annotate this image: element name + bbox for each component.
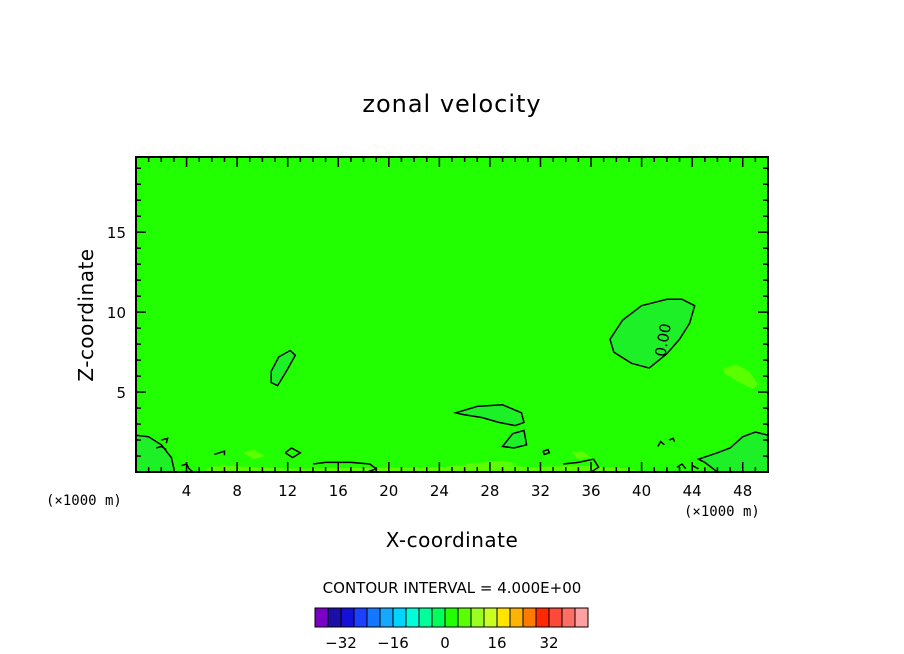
colorbar-tick-label: 0 [440, 634, 450, 652]
contour-line-9 [542, 448, 551, 456]
contour-lines [155, 437, 699, 473]
colorbar-swatch [483, 607, 498, 628]
contour-line-7 [676, 463, 687, 470]
plot-area [135, 157, 769, 473]
colorbar-swatch [457, 607, 472, 628]
colorbar-swatch [405, 607, 420, 628]
y-tick-label: 5 [116, 384, 126, 402]
x-tick-label: 8 [232, 482, 242, 500]
colorbar-swatch [509, 607, 524, 628]
colorbar-swatch [496, 607, 511, 628]
colorbar-tick-label: 32 [539, 634, 558, 652]
x-tick-label: 32 [531, 482, 550, 500]
x-tick-label: 12 [278, 482, 297, 500]
y-axis-ticks: 5 10 15 [107, 167, 768, 457]
region-upper-right-zero-zone [609, 298, 696, 369]
light-patch-0 [243, 449, 265, 460]
region-wedge-28 [452, 404, 525, 427]
light-patch-1 [572, 451, 591, 460]
contour-line-0 [284, 447, 302, 459]
x-unit-left: (×1000 m) [46, 493, 122, 509]
region-bottom-band [205, 462, 642, 472]
colorbar-swatch [379, 607, 394, 628]
colorbar-swatch [548, 607, 563, 628]
contour-line-6 [669, 437, 676, 442]
chart-title: zonal velocity [362, 90, 541, 118]
x-axis-label: X-coordinate [386, 528, 519, 552]
contour-line-8 [691, 464, 699, 470]
colorbar-swatch [327, 607, 342, 628]
contour-line-5 [657, 440, 665, 447]
x-axis-ticks: 4 8 12 16 20 24 28 32 36 40 44 48 [147, 157, 757, 500]
y-tick-label: 10 [107, 304, 126, 322]
colorbar [314, 607, 589, 628]
colorbar-tick-label: −32 [325, 634, 357, 652]
x-tick-label: 20 [379, 482, 398, 500]
colorbar-swatch [314, 607, 329, 628]
colorbar-swatch [535, 607, 550, 628]
x-tick-label: 4 [182, 482, 192, 500]
contour-line-3 [181, 463, 194, 473]
colorbar-swatch [353, 607, 368, 628]
x-tick-label: 28 [480, 482, 499, 500]
region-blob-30 [501, 429, 528, 449]
colorbar-swatch [392, 607, 407, 628]
colorbar-swatch [522, 607, 537, 628]
colorbar-tick-label: −16 [377, 634, 409, 652]
region-lower-right-zone [696, 431, 769, 473]
colorbar-ticks: −32 −16 0 16 32 [325, 634, 558, 652]
x-unit-right: (×1000 m) [684, 504, 760, 520]
region-right-edge-lobe [723, 364, 758, 389]
contour-line-1 [214, 450, 226, 456]
colorbar-swatch [470, 607, 485, 628]
colorbar-swatch [340, 607, 355, 628]
colorbar-tick-label: 16 [487, 634, 506, 652]
colorbar-swatch [444, 607, 459, 628]
region-mid-left-lobe [270, 349, 297, 387]
colorbar-swatch [574, 607, 589, 628]
colorbar-swatch [366, 607, 381, 628]
contour-interval-label: CONTOUR INTERVAL = 4.000E+00 [323, 579, 582, 597]
contour-line-4 [563, 458, 600, 473]
x-tick-label: 36 [581, 482, 600, 500]
contour-line-10 [155, 445, 167, 451]
x-tick-label: 16 [329, 482, 348, 500]
contour-line-2 [312, 461, 378, 473]
contour-value-label: 0.00 [651, 322, 675, 358]
y-tick-label: 15 [107, 224, 126, 242]
colorbar-swatch [431, 607, 446, 628]
x-tick-label: 48 [733, 482, 752, 500]
contour-line-11 [161, 437, 169, 444]
y-axis-label: Z-coordinate [74, 248, 98, 381]
colorbar-swatch [418, 607, 433, 628]
x-tick-label: 40 [632, 482, 651, 500]
x-tick-label: 24 [430, 482, 449, 500]
light-patch-2 [464, 460, 518, 468]
colorbar-swatch [561, 607, 576, 628]
x-tick-label: 44 [683, 482, 702, 500]
